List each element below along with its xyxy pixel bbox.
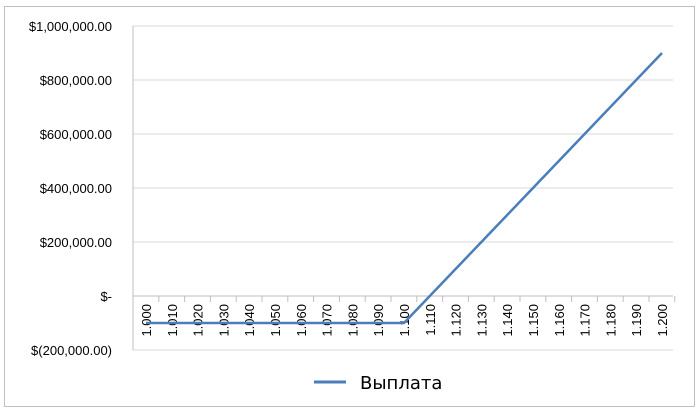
x-tick-label: 1.050 bbox=[268, 304, 283, 337]
x-tick-label: 1.030 bbox=[216, 304, 231, 337]
x-tick-label: 1.200 bbox=[655, 304, 670, 337]
y-tick-label: $- bbox=[100, 289, 112, 304]
x-tick-label: 1.170 bbox=[578, 304, 593, 337]
x-tick-label: 1.010 bbox=[165, 304, 180, 337]
x-tick-label: 1.140 bbox=[500, 304, 515, 337]
y-axis-ticks: $1,000,000.00 $800,000.00 $600,000.00 $400,… bbox=[29, 19, 112, 358]
x-tick-label: 1.120 bbox=[449, 304, 464, 337]
y-tick-label: $400,000.00 bbox=[40, 181, 112, 196]
x-tick-label: 1.060 bbox=[294, 304, 309, 337]
x-tick-label: 1.150 bbox=[526, 304, 541, 337]
x-tick-label: 1.110 bbox=[423, 304, 438, 336]
chart-frame bbox=[4, 6, 695, 407]
y-tick-label: $600,000.00 bbox=[40, 127, 112, 142]
x-tick-label: 1.040 bbox=[242, 304, 257, 337]
x-tick-label: 1.000 bbox=[139, 304, 154, 337]
y-tick-label: $800,000.00 bbox=[40, 73, 112, 88]
x-tick-label: 1.160 bbox=[552, 304, 567, 337]
y-tick-label: $200,000.00 bbox=[40, 235, 112, 250]
x-axis-ticks: 1.000 1.010 1.020 1.030 1.040 1.050 1.060 1.070… bbox=[139, 304, 670, 337]
x-tick-label: 1.130 bbox=[474, 304, 489, 337]
x-tick-label: 1.070 bbox=[320, 304, 335, 337]
legend-label: Выплата bbox=[360, 373, 442, 394]
x-tick-label: 1.190 bbox=[629, 304, 644, 337]
x-tick-label: 1.080 bbox=[345, 304, 360, 337]
gridlines bbox=[133, 25, 673, 351]
y-tick-label: $(200,000.00) bbox=[31, 343, 112, 358]
series-lines bbox=[146, 52, 663, 325]
x-tick-label: 1.180 bbox=[603, 304, 618, 337]
series-line bbox=[146, 52, 663, 325]
x-tick-label: 1.090 bbox=[371, 304, 386, 337]
legend: Выплата bbox=[314, 373, 442, 394]
y-tick-label: $1,000,000.00 bbox=[29, 19, 112, 34]
x-tick-label: 1.100 bbox=[397, 304, 412, 337]
x-tick-label: 1.020 bbox=[191, 304, 206, 337]
axes bbox=[132, 26, 676, 350]
